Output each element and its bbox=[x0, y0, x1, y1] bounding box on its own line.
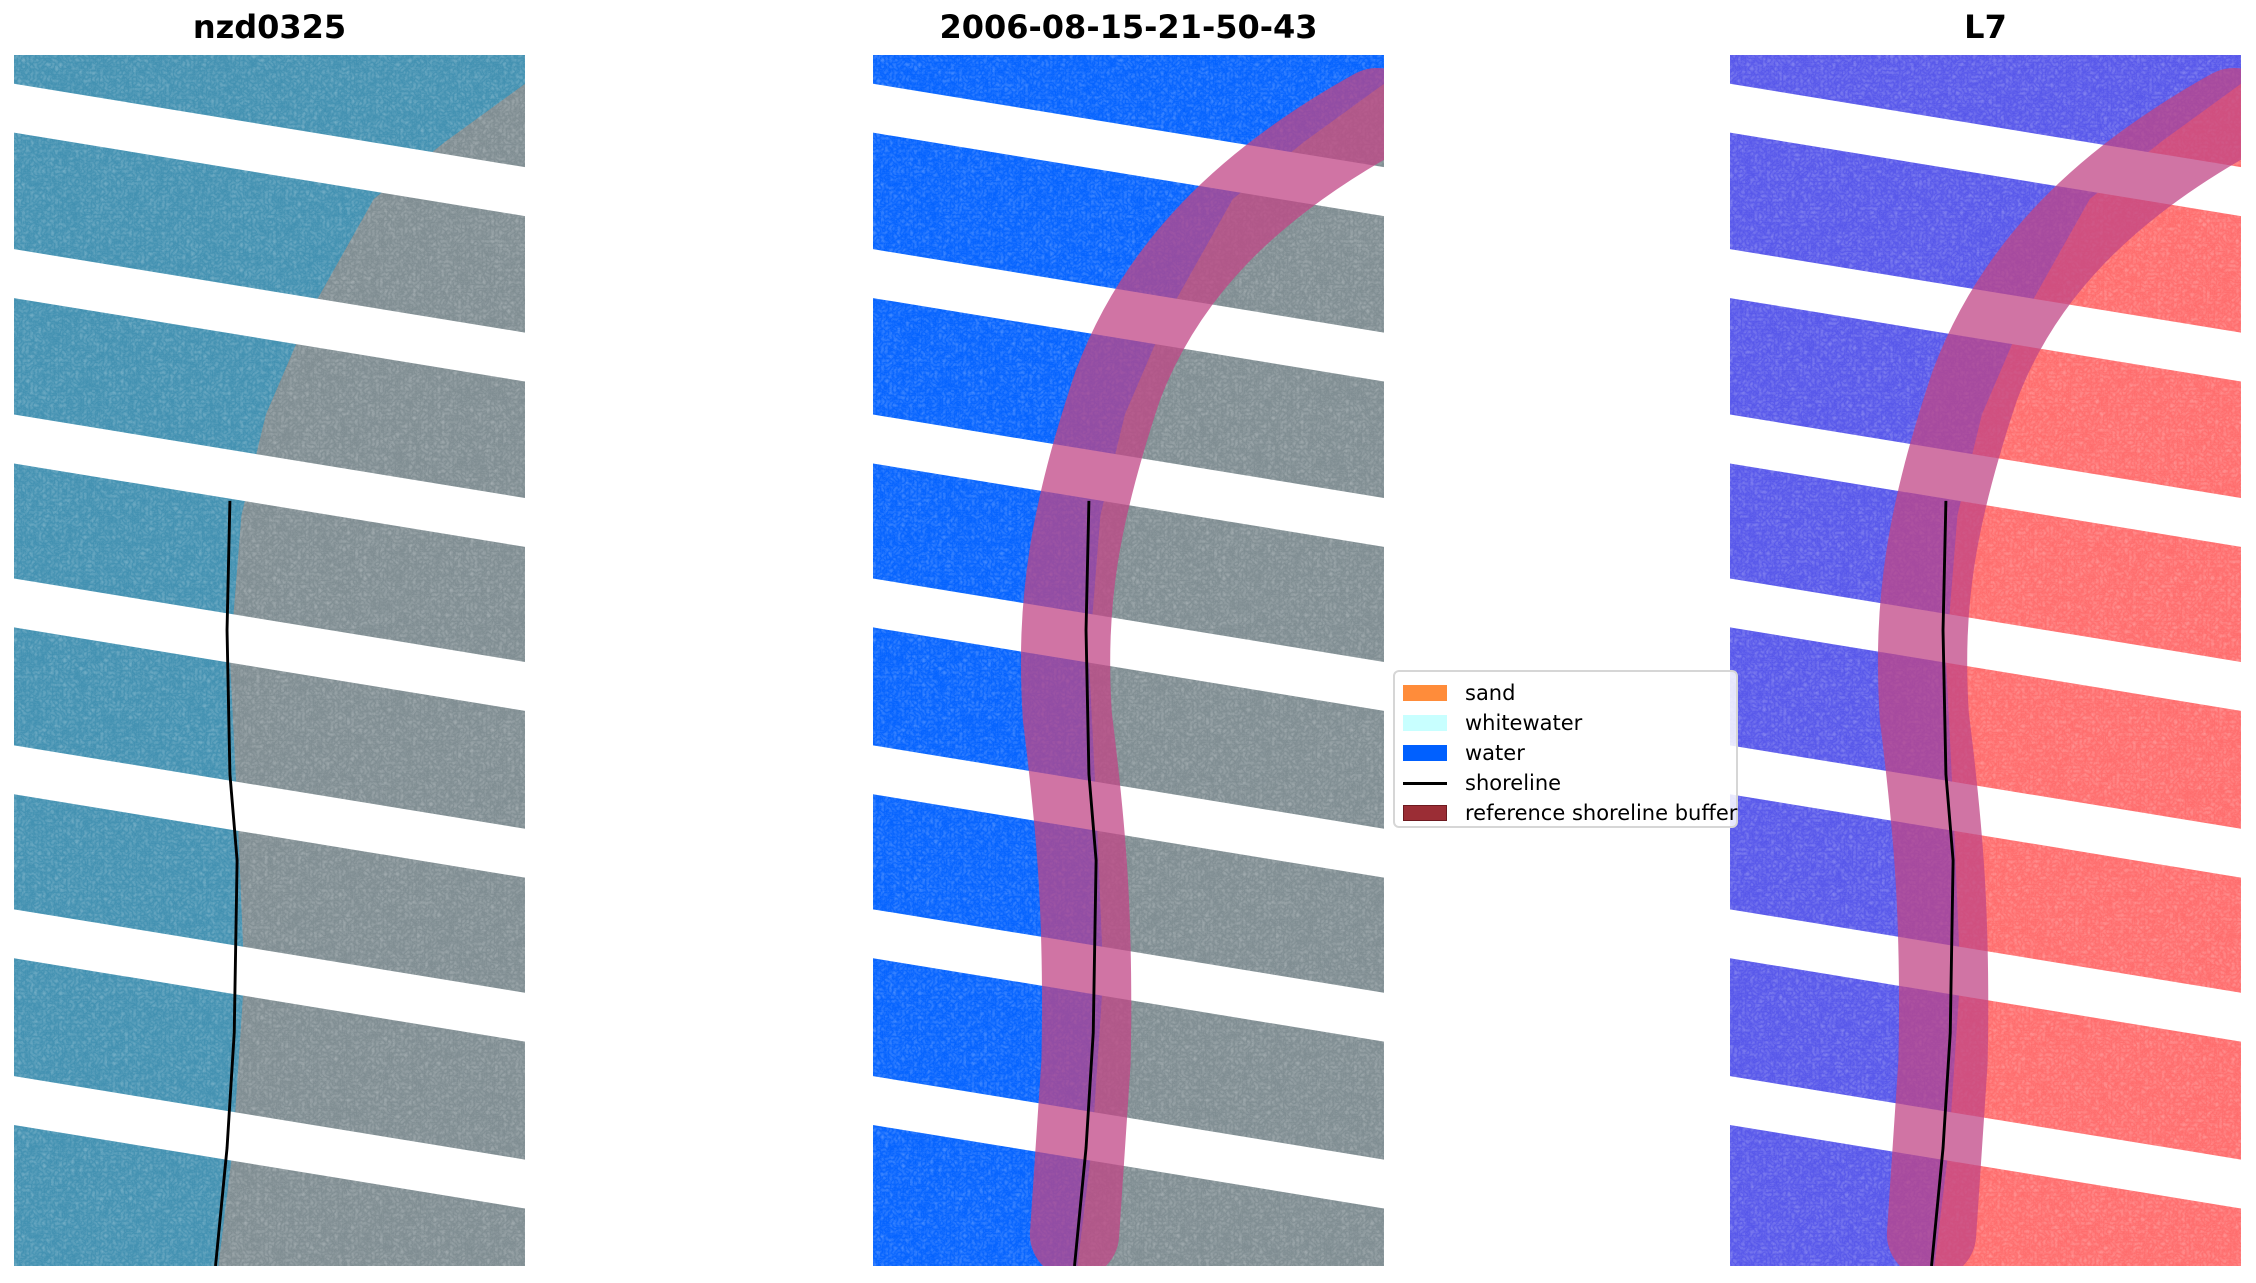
legend-swatch bbox=[1403, 715, 1447, 731]
legend-label: whitewater bbox=[1465, 711, 1583, 735]
classified-image-panel bbox=[873, 55, 1384, 1266]
scan-line-gap bbox=[873, 745, 1384, 878]
scan-line-gap bbox=[1730, 578, 2241, 711]
legend-label: water bbox=[1465, 741, 1525, 765]
scan-line-gap bbox=[873, 1076, 1384, 1209]
legend-swatch bbox=[1403, 805, 1447, 821]
legend-line bbox=[1403, 781, 1447, 785]
legend-swatch bbox=[1403, 745, 1447, 761]
legend-label: shoreline bbox=[1465, 771, 1562, 795]
legend-label: reference shoreline buffer bbox=[1465, 801, 1738, 825]
scan-line-gap bbox=[1730, 1076, 2241, 1209]
scan-line-gap bbox=[14, 83, 525, 217]
legend-item-buffer: reference shoreline buffer bbox=[1403, 798, 1738, 828]
legend: sand whitewater water shoreline referenc… bbox=[1393, 670, 1738, 828]
legend-swatch bbox=[1403, 685, 1447, 701]
reference-shoreline-buffer bbox=[1877, 67, 2241, 1266]
panel-title-date: 2006-08-15-21-50-43 bbox=[939, 8, 1318, 46]
legend-item-shoreline: shoreline bbox=[1403, 768, 1736, 798]
scan-line-gap bbox=[14, 909, 525, 1042]
panel-title-satellite: L7 bbox=[1964, 8, 2007, 46]
scan-line-gap bbox=[1730, 745, 2241, 878]
legend-label: sand bbox=[1465, 681, 1516, 705]
panel-title-rgb: nzd0325 bbox=[192, 8, 347, 46]
index-image-panel bbox=[1730, 55, 2241, 1266]
legend-item-sand: sand bbox=[1403, 678, 1736, 708]
scan-line-gap bbox=[873, 578, 1384, 711]
scan-line-gap bbox=[14, 249, 525, 382]
shoreline bbox=[1073, 500, 1098, 1266]
shoreline bbox=[1930, 500, 1955, 1266]
shoreline bbox=[214, 500, 239, 1266]
scan-line-gap bbox=[14, 578, 525, 711]
reference-shoreline-buffer bbox=[1020, 67, 1384, 1266]
legend-item-water: water bbox=[1403, 738, 1736, 768]
scan-line-gap bbox=[14, 745, 525, 878]
scan-line-gap bbox=[14, 1076, 525, 1209]
rgb-image-panel bbox=[14, 55, 525, 1266]
scan-line-gap bbox=[14, 414, 525, 547]
legend-item-whitewater: whitewater bbox=[1403, 708, 1736, 738]
